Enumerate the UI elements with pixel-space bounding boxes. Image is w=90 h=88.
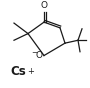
Text: O: O bbox=[35, 51, 42, 60]
Text: +: + bbox=[27, 67, 34, 76]
Text: Cs: Cs bbox=[10, 65, 26, 78]
Text: O: O bbox=[40, 1, 48, 10]
Text: −: − bbox=[31, 50, 37, 56]
